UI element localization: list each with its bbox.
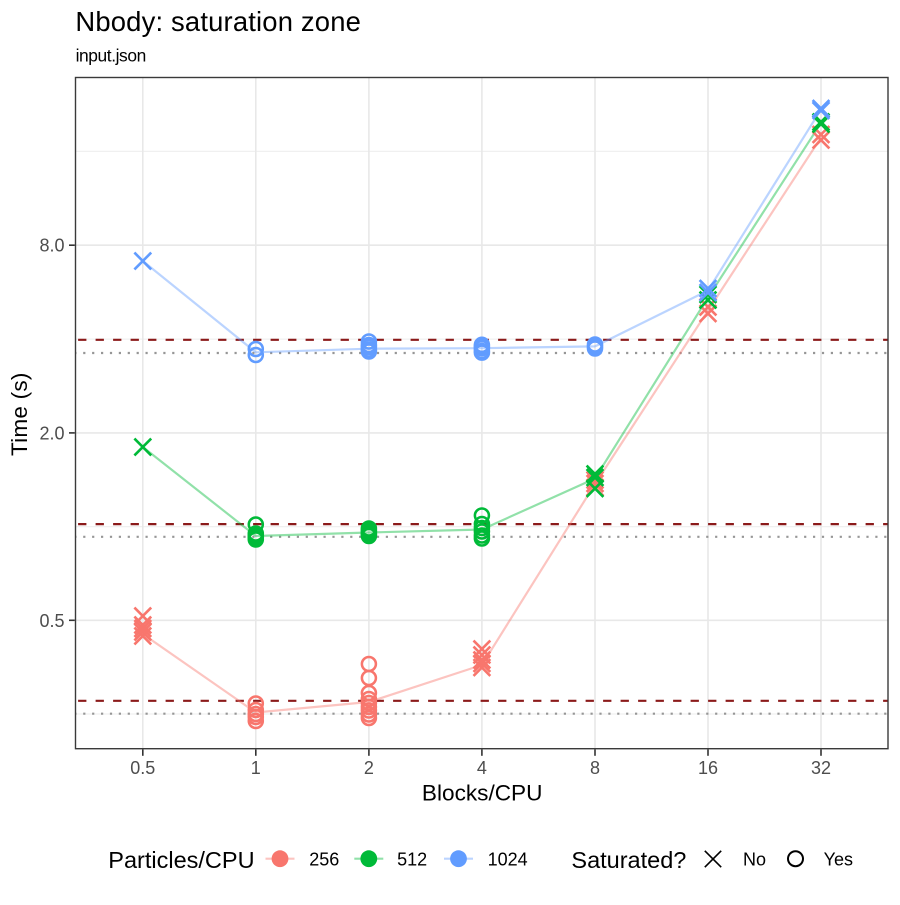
svg-text:1: 1 xyxy=(251,758,261,778)
svg-text:1024: 1024 xyxy=(488,849,528,869)
svg-text:input.json: input.json xyxy=(76,45,146,65)
svg-text:32: 32 xyxy=(811,758,831,778)
svg-text:256: 256 xyxy=(309,849,339,869)
svg-text:Blocks/CPU: Blocks/CPU xyxy=(422,780,543,805)
svg-text:16: 16 xyxy=(698,758,718,778)
svg-text:No: No xyxy=(743,849,766,869)
svg-text:4: 4 xyxy=(477,758,487,778)
svg-text:Saturated?: Saturated? xyxy=(571,847,686,873)
svg-text:Nbody: saturation zone: Nbody: saturation zone xyxy=(75,6,361,37)
svg-text:Particles/CPU: Particles/CPU xyxy=(108,847,254,873)
svg-text:Time (s): Time (s) xyxy=(7,372,32,456)
svg-text:0.5: 0.5 xyxy=(130,758,155,778)
svg-text:2: 2 xyxy=(364,758,374,778)
svg-text:512: 512 xyxy=(397,849,427,869)
svg-text:8.0: 8.0 xyxy=(39,236,64,256)
svg-text:Yes: Yes xyxy=(824,850,853,870)
svg-text:0.5: 0.5 xyxy=(39,611,64,631)
svg-text:8: 8 xyxy=(590,758,600,778)
svg-text:2.0: 2.0 xyxy=(39,423,64,443)
